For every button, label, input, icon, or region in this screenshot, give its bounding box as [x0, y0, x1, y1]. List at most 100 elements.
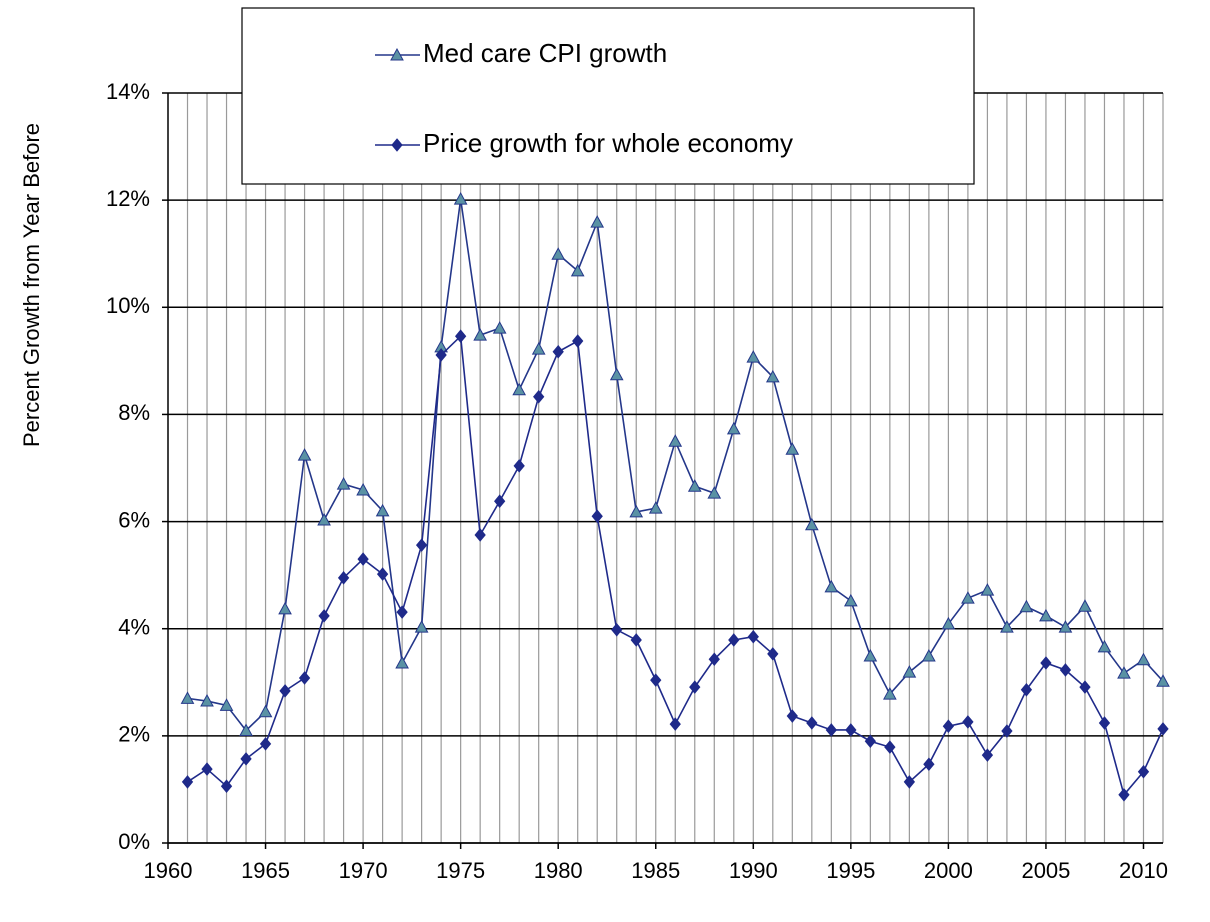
triangle-marker — [961, 591, 975, 604]
diamond-marker — [259, 737, 272, 751]
diamond-marker — [318, 609, 330, 623]
triangle-marker — [317, 512, 331, 526]
x-tick-label: 2000 — [924, 858, 973, 883]
triangle-marker — [395, 655, 409, 669]
triangle-marker — [414, 620, 429, 633]
diamond-marker — [1118, 788, 1130, 802]
y-tick-label: 2% — [118, 722, 150, 747]
triangle-marker — [258, 704, 273, 718]
diamond-marker — [669, 717, 681, 731]
diamond-marker — [611, 623, 623, 637]
triangle-marker — [648, 501, 663, 514]
diamond-marker — [552, 344, 564, 359]
diamond-marker — [435, 348, 447, 362]
triangle-marker — [1019, 599, 1034, 613]
diamond-marker — [454, 329, 467, 343]
triangle-marker — [746, 350, 761, 363]
diamond-marker — [630, 633, 642, 647]
triangle-marker — [629, 504, 644, 518]
y-tick-label: 14% — [106, 79, 150, 104]
triangle-marker — [863, 648, 878, 662]
diamond-marker — [767, 647, 779, 661]
diamond-marker — [376, 567, 389, 581]
triangle-marker — [453, 192, 468, 205]
legend-marker — [391, 138, 403, 152]
diamond-marker — [962, 715, 974, 729]
triangle-marker — [375, 503, 390, 517]
triangle-marker — [941, 616, 956, 630]
y-tick-label: 6% — [118, 507, 150, 532]
triangle-marker — [765, 369, 780, 383]
diamond-marker — [181, 775, 194, 789]
triangle-marker — [1117, 666, 1131, 679]
diamond-marker — [1020, 683, 1033, 697]
diamond-marker — [1098, 716, 1111, 730]
diamond-marker — [981, 748, 994, 762]
diamond-marker — [201, 762, 213, 776]
diamond-marker — [1059, 663, 1072, 677]
legend-label: Med care CPI growth — [423, 38, 667, 68]
triangle-marker — [492, 321, 507, 334]
y-axis-label: Percent Growth from Year Before — [19, 123, 44, 447]
x-tick-label: 1990 — [729, 858, 778, 883]
triangle-marker — [531, 342, 546, 355]
diamond-marker — [591, 509, 603, 523]
diamond-marker — [415, 538, 428, 552]
y-tick-label: 4% — [118, 615, 150, 640]
triangle-marker — [512, 382, 527, 396]
triangle-marker — [824, 579, 839, 593]
triangle-marker — [980, 583, 995, 596]
x-tick-label: 1980 — [534, 858, 583, 883]
diamond-marker — [220, 779, 233, 793]
diamond-marker — [533, 389, 545, 404]
legend-marker — [390, 47, 404, 61]
y-tick-label: 12% — [106, 186, 150, 211]
diamond-marker — [806, 716, 818, 730]
triangle-marker — [473, 328, 487, 341]
diamond-marker — [747, 629, 759, 644]
triangle-marker — [1136, 652, 1151, 666]
diamond-marker — [864, 734, 877, 748]
triangle-marker — [551, 247, 566, 260]
diamond-marker — [1137, 764, 1150, 779]
legend-label: Price growth for whole economy — [423, 128, 793, 158]
triangle-marker — [219, 698, 234, 711]
legend: Med care CPI growth Price growth for whol… — [241, 7, 975, 185]
y-tick-label: 0% — [118, 829, 150, 854]
x-tick-label: 1995 — [826, 858, 875, 883]
triangle-marker — [570, 263, 585, 277]
diamond-marker — [337, 571, 350, 585]
diamond-marker — [298, 671, 311, 685]
triangle-marker — [278, 601, 292, 615]
diamond-marker — [903, 775, 916, 789]
diamond-marker — [884, 740, 896, 754]
y-tick-label: 8% — [118, 400, 150, 425]
diamond-marker — [825, 723, 837, 737]
triangle-marker — [726, 421, 741, 435]
y-tick-label: 10% — [106, 293, 150, 318]
diamond-marker — [572, 334, 584, 348]
triangle-marker — [804, 517, 819, 531]
x-tick-label: 2010 — [1119, 858, 1168, 883]
triangle-marker — [239, 723, 253, 736]
diamond-marker — [689, 680, 701, 694]
x-tick-label: 1985 — [631, 858, 680, 883]
diamond-marker — [650, 673, 662, 687]
triangle-marker — [297, 448, 312, 461]
x-tick-label: 1975 — [436, 858, 485, 883]
triangle-marker — [687, 479, 702, 492]
triangle-marker — [336, 477, 351, 490]
triangle-marker — [844, 593, 858, 607]
triangle-marker — [707, 486, 722, 499]
triangle-marker — [1097, 639, 1112, 653]
triangle-marker — [1156, 674, 1170, 687]
diamond-marker — [845, 723, 857, 737]
x-tick-label: 1960 — [144, 858, 193, 883]
triangle-marker — [1039, 608, 1053, 622]
diamond-marker — [942, 719, 955, 733]
diamond-marker — [786, 709, 798, 723]
diamond-marker — [474, 528, 486, 542]
legend-box — [241, 7, 975, 185]
diamond-marker — [1157, 722, 1169, 736]
